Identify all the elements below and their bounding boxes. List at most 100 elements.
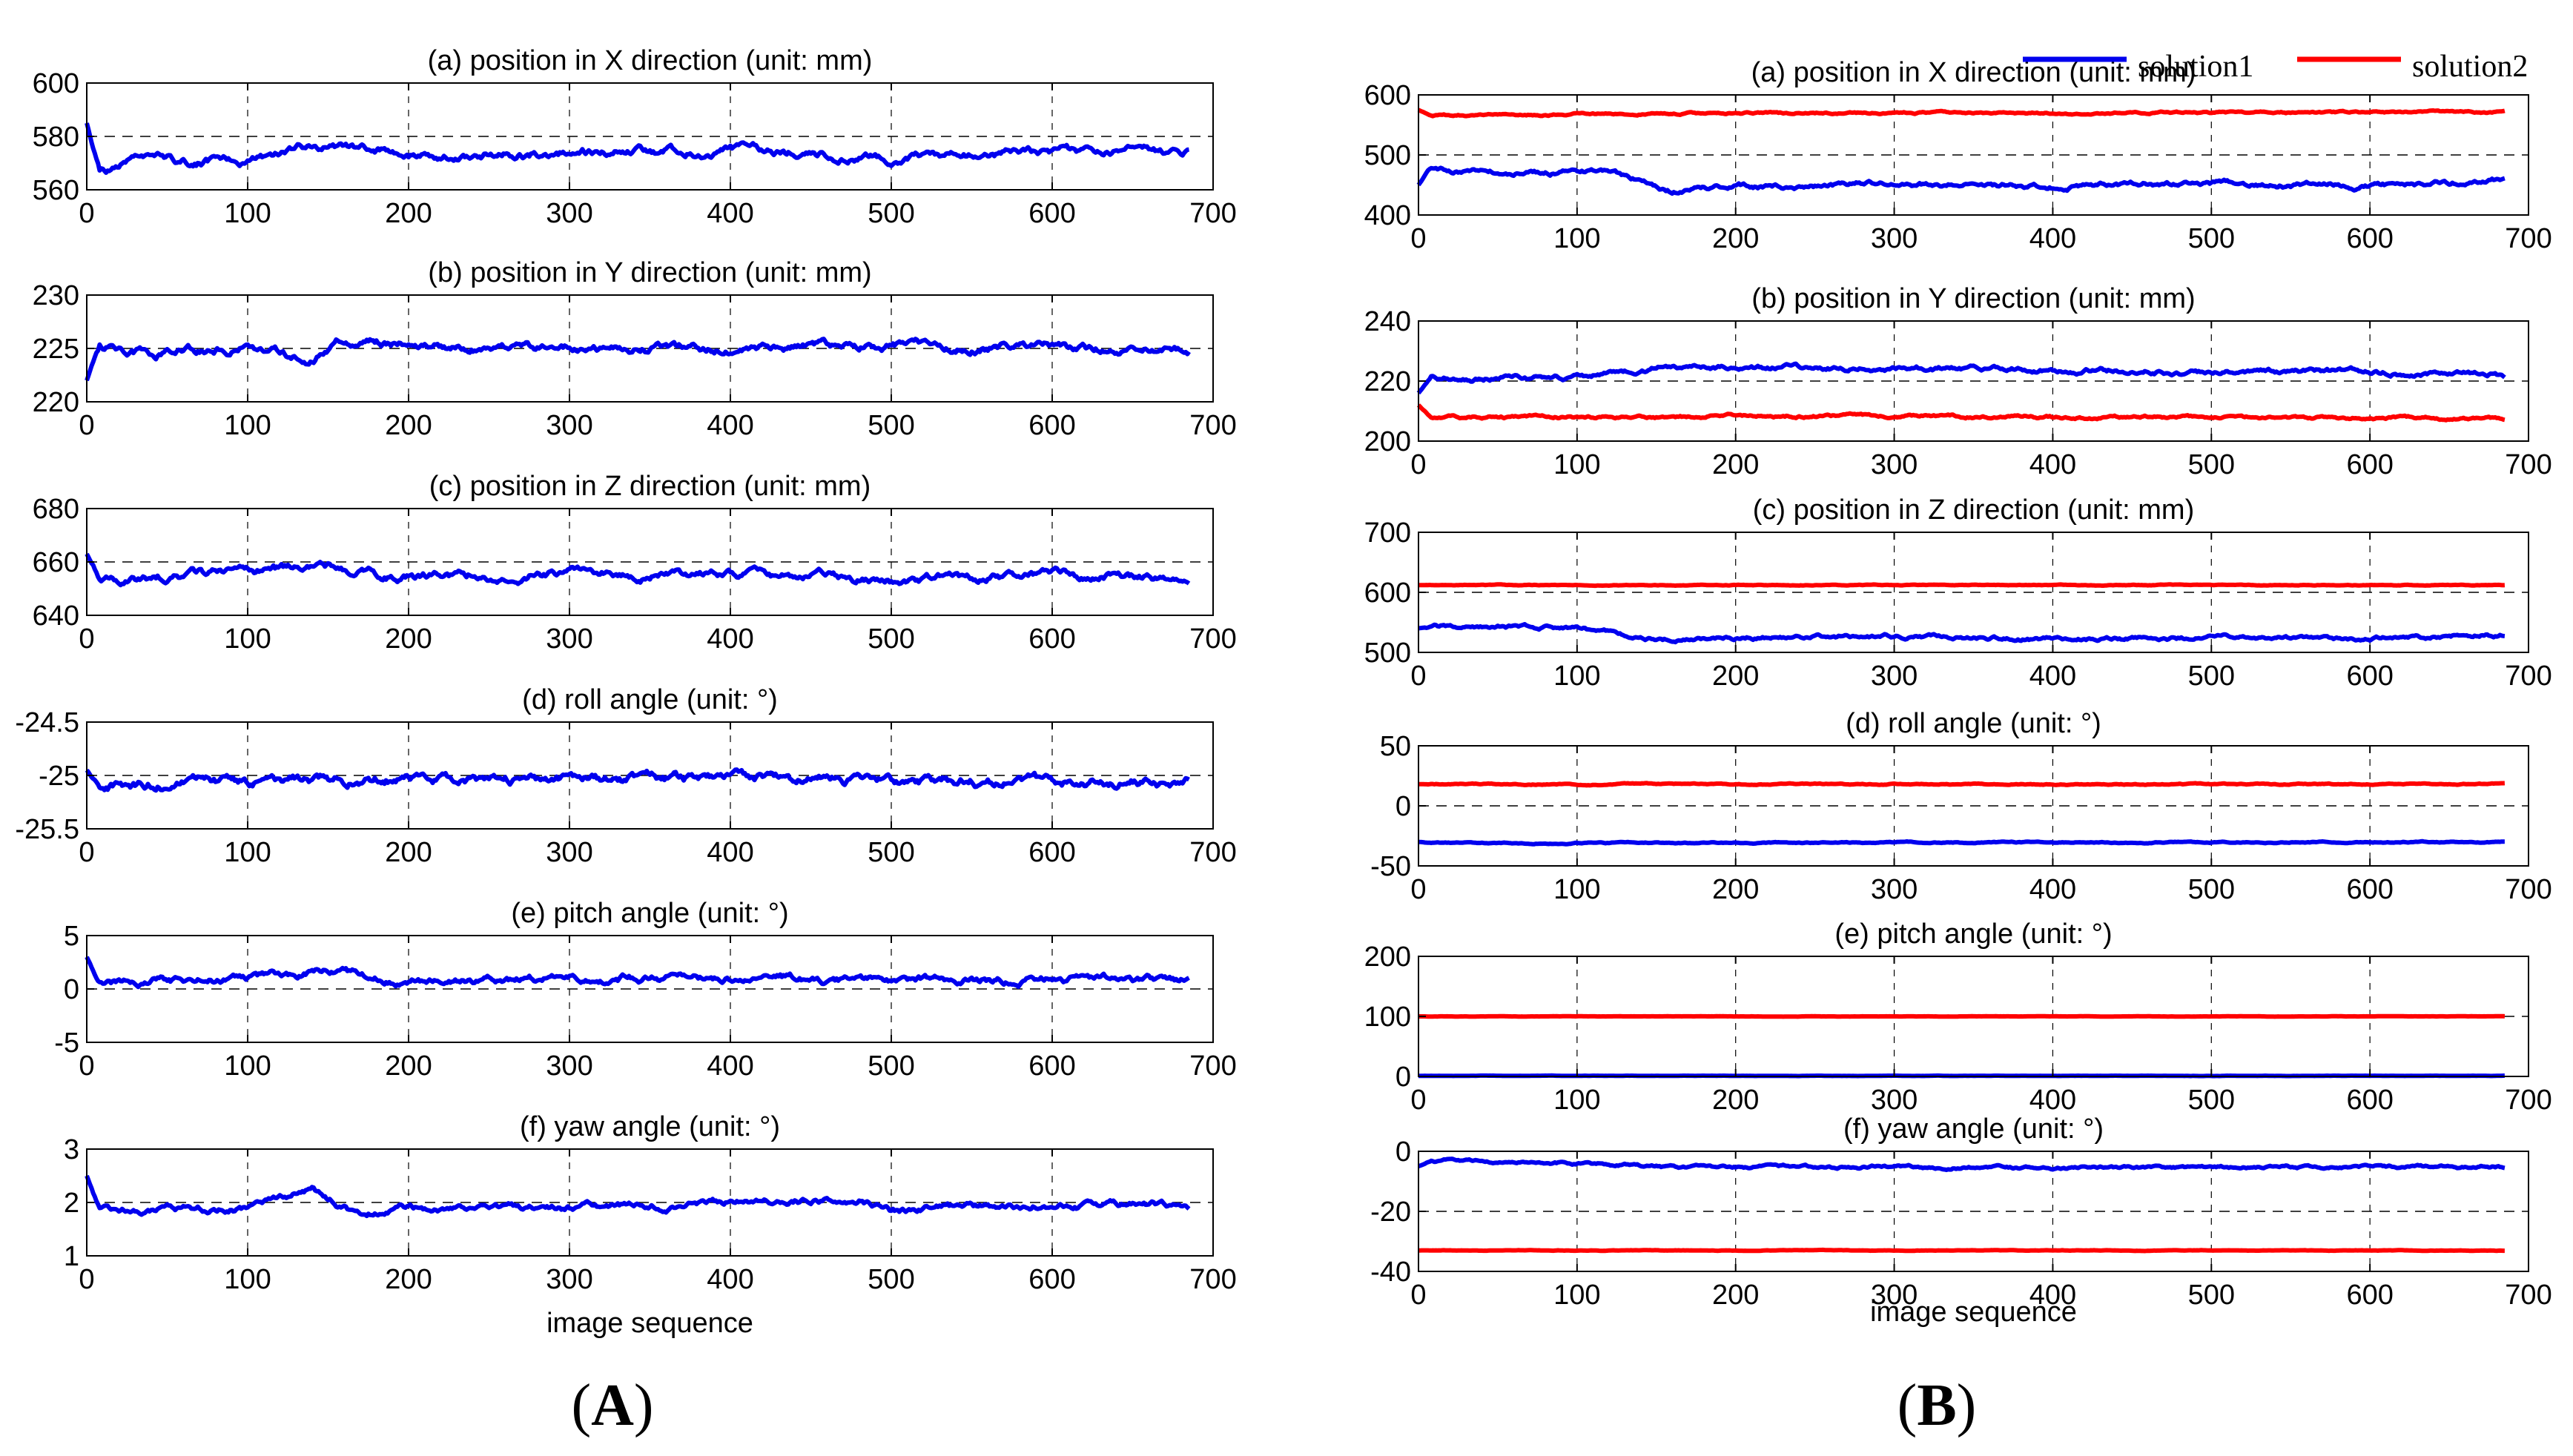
y-tick-label: 200 — [1364, 942, 1411, 973]
x-tick-label: 200 — [1712, 874, 1759, 905]
y-tick-label: 225 — [33, 334, 79, 365]
panel-a: (a) position in X direction (unit: mm) 0 1… — [15, 45, 1236, 1339]
series-line-solution1 — [85, 552, 1191, 588]
subplot-b-1: (a) position in X direction (unit: mm) 0 1… — [1364, 57, 2552, 254]
x-tick-label: 200 — [385, 198, 432, 229]
x-tick-label: 0 — [1410, 661, 1426, 692]
subplot-a-2: (b) position in Y direction (unit: mm) 0 1… — [33, 257, 1237, 441]
x-tick-label: 100 — [224, 410, 271, 441]
y-tick-label: 1 — [64, 1241, 79, 1272]
x-tick-label: 700 — [2505, 1280, 2551, 1311]
y-tick-label: 220 — [1364, 366, 1411, 397]
x-tick-label: 500 — [868, 1264, 914, 1295]
y-tick-label: 600 — [1364, 578, 1411, 609]
y-tick-label: 230 — [33, 280, 79, 311]
x-tick-label: 700 — [1189, 1050, 1236, 1082]
x-tick-label: 400 — [707, 1050, 753, 1082]
x-tick-label: 100 — [224, 1050, 271, 1082]
series-line-solution1 — [1416, 361, 2506, 395]
y-tick-label: 5 — [64, 921, 79, 952]
legend: solution1 solution2 — [2023, 50, 2528, 84]
subplot-b-6: (f) yaw angle (unit: °) 0 100 200 300 400 500 6… — [1370, 1113, 2552, 1311]
y-tick-label: 50 — [1380, 731, 1411, 762]
subplot-a-5: (e) pitch angle (unit: °)0 100 200 300 400 50… — [54, 898, 1237, 1082]
x-tick-label: 500 — [2188, 449, 2235, 480]
x-tick-label: 300 — [546, 198, 592, 229]
x-tick-label: 700 — [1189, 837, 1236, 868]
x-tick-label: 0 — [1410, 449, 1426, 480]
subplot-title: (d) roll angle (unit: °) — [1846, 708, 2101, 739]
subplot-b-5: (e) pitch angle (unit: °) 0 100 200 300 400 50… — [1364, 919, 2552, 1116]
x-tick-label: 500 — [868, 837, 914, 868]
panels: (a) position in X direction (unit: mm) 0 1… — [15, 45, 2551, 1339]
x-tick-label: 400 — [707, 837, 753, 868]
x-tick-label: 600 — [2346, 1280, 2393, 1311]
series-line-solution2 — [1416, 403, 2506, 423]
x-tick-label: 100 — [224, 837, 271, 868]
y-tick-label: 700 — [1364, 517, 1411, 549]
x-tick-label: 700 — [1189, 198, 1236, 229]
legend-label-solution2: solution2 — [2412, 50, 2528, 84]
x-tick-label: 300 — [546, 410, 592, 441]
series-line-solution1 — [85, 337, 1191, 382]
x-tick-label: 600 — [2346, 449, 2393, 480]
x-tick-label: 0 — [79, 1050, 94, 1082]
x-tick-label: 300 — [1871, 874, 1918, 905]
x-tick-label: 300 — [1871, 1280, 1918, 1311]
x-tick-label: 0 — [1410, 1085, 1426, 1116]
x-tick-label: 400 — [707, 410, 753, 441]
x-tick-label: 100 — [224, 1264, 271, 1295]
x-tick-label: 0 — [1410, 1280, 1426, 1311]
subplot-a-3: (c) position in Z direction (unit: mm) 0 1… — [33, 471, 1237, 655]
x-tick-label: 600 — [2346, 661, 2393, 692]
x-tick-label: 0 — [1410, 223, 1426, 254]
x-tick-label: 200 — [385, 837, 432, 868]
x-axis-label: image sequence — [546, 1308, 753, 1339]
x-tick-label: 0 — [79, 837, 94, 868]
x-tick-label: 700 — [2505, 223, 2551, 254]
y-tick-label: 560 — [33, 175, 79, 206]
y-tick-label: 3 — [64, 1134, 79, 1165]
x-tick-label: 600 — [1028, 410, 1075, 441]
x-tick-label: 400 — [2029, 223, 2076, 254]
y-tick-label: 0 — [1396, 1062, 1411, 1093]
series-line-solution1 — [85, 122, 1190, 175]
x-tick-label: 300 — [1871, 223, 1918, 254]
subplot-a-6: (f) yaw angle (unit: °) 0 100 200 300 400 500 6… — [64, 1111, 1237, 1295]
x-tick-label: 500 — [2188, 661, 2235, 692]
x-tick-label: 100 — [224, 623, 271, 655]
panel-label-a: (A) — [571, 1373, 653, 1438]
series-line-solution1 — [85, 956, 1190, 990]
x-tick-label: 200 — [1712, 449, 1759, 480]
y-tick-label: 240 — [1364, 306, 1411, 337]
y-tick-label: 500 — [1364, 140, 1411, 171]
x-tick-label: 300 — [546, 1050, 592, 1082]
x-tick-label: 200 — [1712, 1280, 1759, 1311]
x-tick-label: 400 — [2029, 1280, 2076, 1311]
y-tick-label: 0 — [64, 974, 79, 1005]
subplot-title: (b) position in Y direction (unit: mm) — [428, 257, 871, 288]
x-tick-label: 600 — [2346, 874, 2393, 905]
x-tick-label: 300 — [546, 837, 592, 868]
y-tick-label: 600 — [1364, 80, 1411, 111]
y-tick-label: 200 — [1364, 426, 1411, 457]
x-tick-label: 100 — [1553, 661, 1600, 692]
subplot-title: (e) pitch angle (unit: °) — [1834, 919, 2112, 950]
x-tick-label: 100 — [1553, 1280, 1600, 1311]
subplot-title: (a) position in X direction (unit: mm) — [428, 45, 873, 76]
y-tick-label: 680 — [33, 494, 79, 525]
x-tick-label: 700 — [1189, 623, 1236, 655]
series-line-solution1 — [85, 767, 1190, 793]
x-tick-label: 200 — [385, 1050, 432, 1082]
x-tick-label: 300 — [1871, 661, 1918, 692]
y-tick-label: 500 — [1364, 638, 1411, 669]
y-tick-label: 660 — [33, 547, 79, 578]
x-tick-label: 400 — [707, 623, 753, 655]
x-tick-label: 100 — [1553, 874, 1600, 905]
x-tick-label: 300 — [546, 623, 592, 655]
x-tick-label: 500 — [868, 410, 914, 441]
series-line-solution2 — [1418, 1247, 2506, 1254]
x-tick-label: 100 — [1553, 449, 1600, 480]
y-tick-label: 580 — [33, 122, 79, 153]
